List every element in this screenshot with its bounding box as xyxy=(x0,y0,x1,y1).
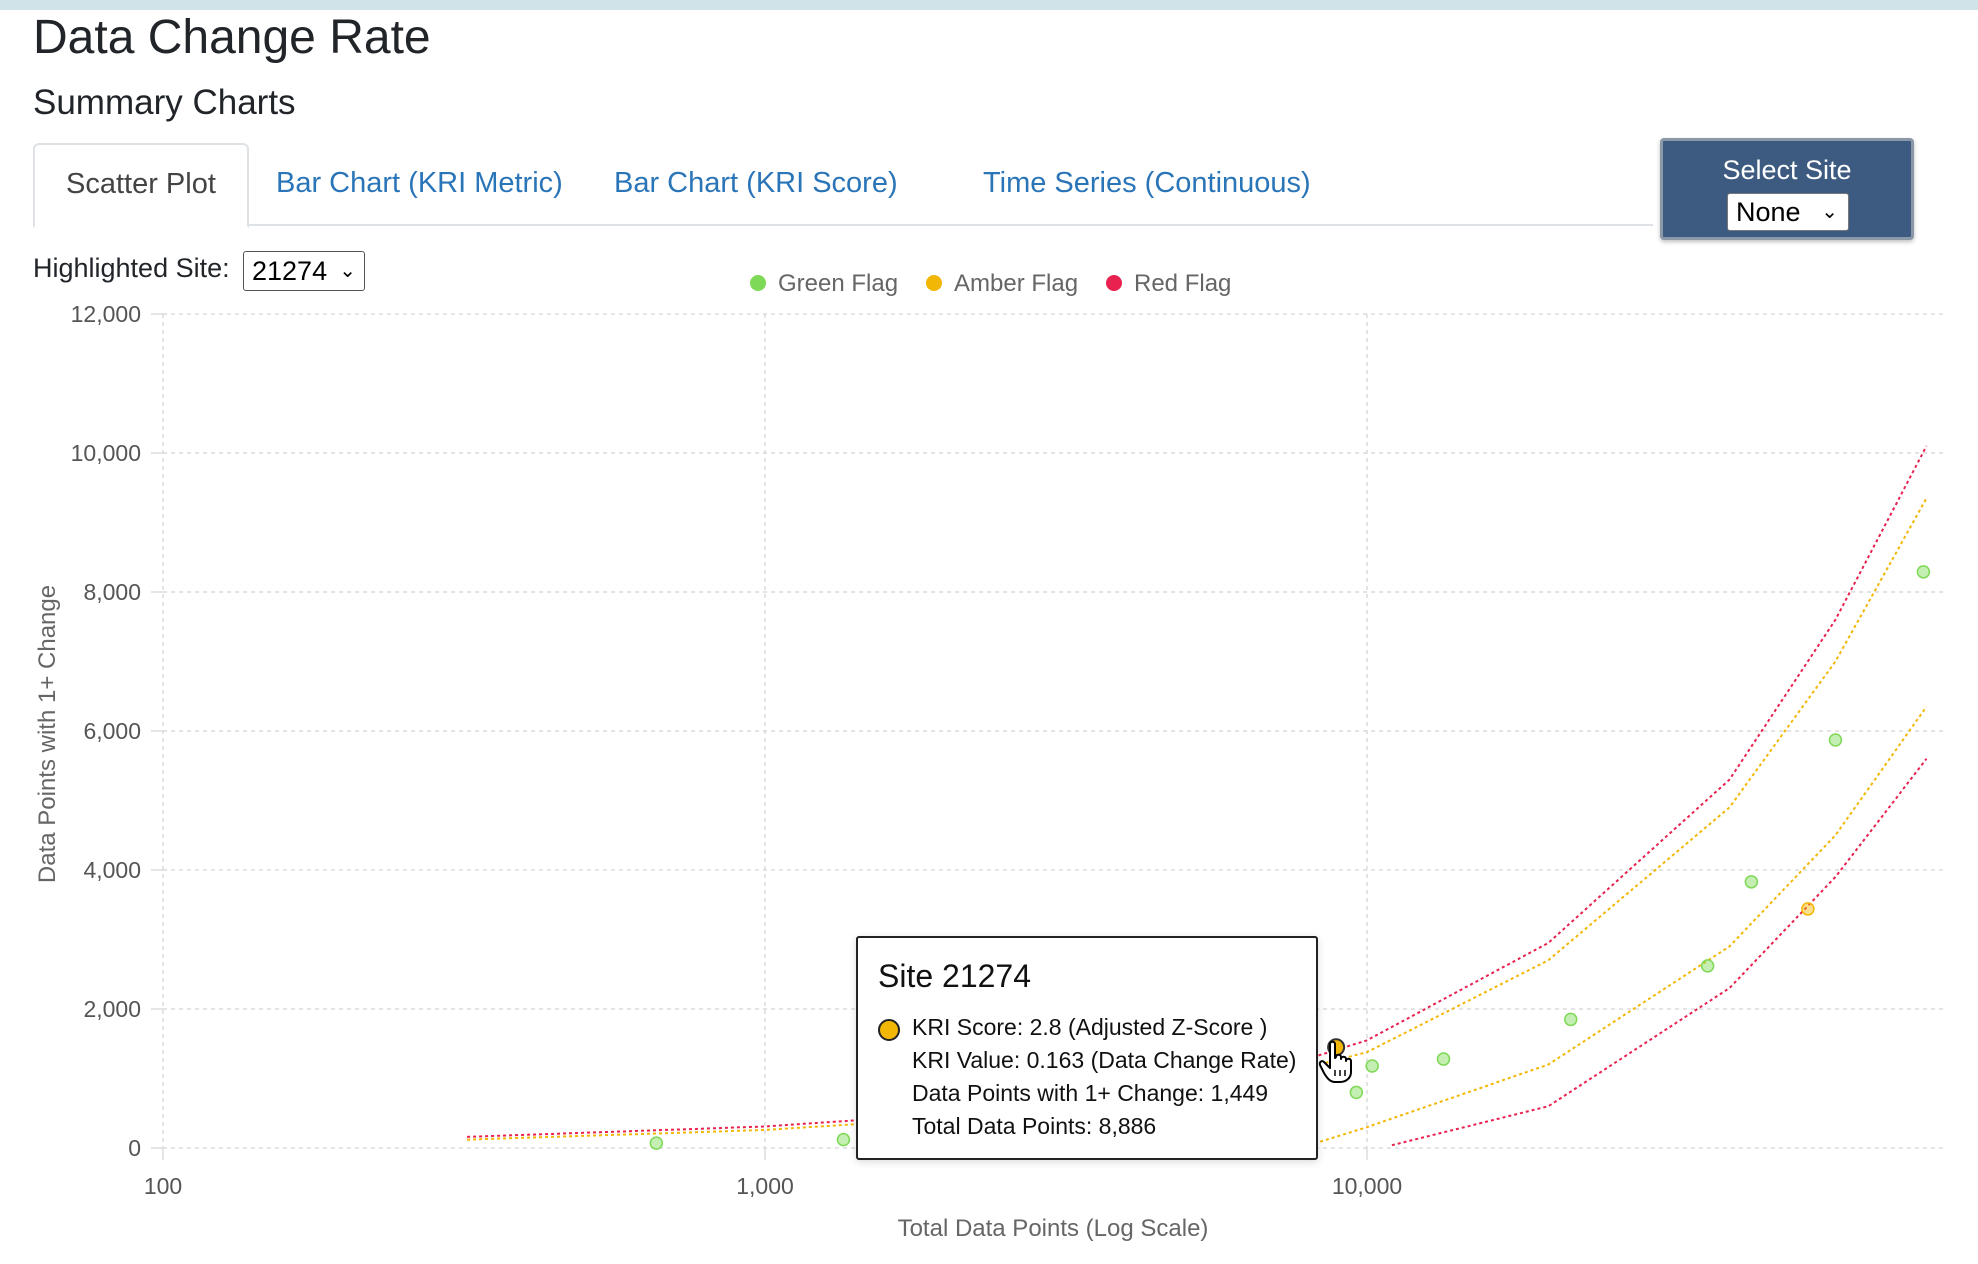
y-tick-label: 4,000 xyxy=(83,857,141,883)
y-tick-label: 12,000 xyxy=(71,301,141,327)
green-dot-icon xyxy=(750,274,766,291)
tooltip-kri-value: KRI Value: 0.163 (Data Change Rate) xyxy=(912,1047,1297,1073)
chevron-down-icon: ⌄ xyxy=(339,260,356,282)
chart-tabs: Scatter Plot Bar Chart (KRI Metric) Bar … xyxy=(33,143,1653,228)
threshold-line-3 xyxy=(1391,758,1928,1147)
y-tick-label: 0 xyxy=(128,1135,141,1161)
threshold-line-2 xyxy=(1308,706,1928,1147)
green-site-point xyxy=(1744,875,1759,889)
x-tick-label: 1,000 xyxy=(736,1173,794,1199)
hand-pointer-cursor-icon xyxy=(1318,1040,1352,1083)
y-tick-label: 2,000 xyxy=(83,996,141,1022)
legend-item-red-flag[interactable]: Red Flag xyxy=(1106,268,1231,300)
green-site-point xyxy=(1564,1012,1578,1027)
chevron-down-icon: ⌄ xyxy=(1821,201,1838,223)
green-site-point xyxy=(649,1136,664,1150)
green-site-point xyxy=(1828,733,1843,747)
select-site-dropdown[interactable]: None ⌄ xyxy=(1727,193,1849,231)
y-axis-title: Data Points with 1+ Change xyxy=(34,585,61,883)
tooltip-data-points-changed: Data Points with 1+ Change: 1,449 xyxy=(912,1080,1269,1106)
select-site-panel: Select Site None ⌄ xyxy=(1660,138,1914,240)
tooltip-title: Site 21274 xyxy=(878,958,1032,994)
y-tick-label: 6,000 xyxy=(83,718,141,744)
x-axis-title: Total Data Points (Log Scale) xyxy=(898,1215,1209,1242)
tab-scatter-plot[interactable]: Scatter Plot xyxy=(33,143,249,228)
tooltip-kri-score: KRI Score: 2.8 (Adjusted Z-Score ) xyxy=(912,1014,1268,1040)
tabs-divider xyxy=(33,224,1653,226)
green-site-point xyxy=(1916,565,1931,579)
select-site-label: Select Site xyxy=(1722,155,1852,185)
threshold-line-0 xyxy=(467,445,1928,1138)
amber-site-point xyxy=(1801,902,1815,916)
legend-label: Amber Flag xyxy=(954,270,1079,297)
top-accent-bar xyxy=(0,0,1978,10)
green-site-point xyxy=(836,1132,851,1147)
legend-label: Red Flag xyxy=(1134,270,1232,297)
tooltip-total-data-points: Total Data Points: 8,886 xyxy=(912,1113,1157,1139)
red-dot-icon xyxy=(1106,274,1122,291)
green-site-point xyxy=(1349,1085,1364,1100)
x-tick-label: 100 xyxy=(144,1173,182,1199)
highlighted-site-dropdown[interactable]: 21274 ⌄ xyxy=(243,251,365,291)
legend-item-amber-flag[interactable]: Amber Flag xyxy=(926,268,1078,300)
amber-dot-icon xyxy=(878,1019,900,1041)
page-title: Data Change Rate xyxy=(33,11,431,64)
y-tick-label: 8,000 xyxy=(83,579,141,605)
amber-dot-icon xyxy=(926,274,942,291)
green-site-point xyxy=(1700,959,1715,973)
tab-time-series[interactable]: Time Series (Continuous) xyxy=(983,167,1311,199)
select-site-value: None xyxy=(1736,197,1801,227)
highlighted-site-value: 21274 xyxy=(252,256,328,286)
highlighted-site-label: Highlighted Site: xyxy=(33,253,230,283)
section-subtitle: Summary Charts xyxy=(33,83,296,122)
y-tick-label: 10,000 xyxy=(71,440,141,466)
legend-item-green-flag[interactable]: Green Flag xyxy=(750,268,898,300)
x-tick-label: 10,000 xyxy=(1332,1173,1402,1199)
green-site-point xyxy=(1436,1052,1451,1066)
tab-bar-chart-kri-metric[interactable]: Bar Chart (KRI Metric) xyxy=(276,167,563,199)
green-site-point xyxy=(1365,1059,1379,1073)
threshold-line-1 xyxy=(467,497,1928,1141)
legend-label: Green Flag xyxy=(778,270,899,297)
site-tooltip: Site 21274 KRI Score: 2.8 (Adjusted Z-Sc… xyxy=(856,936,1318,1160)
tab-bar-chart-kri-score[interactable]: Bar Chart (KRI Score) xyxy=(614,167,898,199)
